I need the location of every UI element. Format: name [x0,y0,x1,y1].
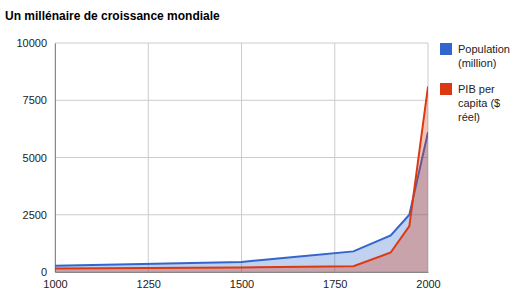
tick-label: 1000 [43,278,67,290]
tick-label: 10000 [16,37,47,49]
axis-line [56,272,429,273]
area [55,132,428,272]
tick: 1750 [323,272,347,290]
y-axis: 0 2500 5000 7500 10000 [16,37,55,278]
legend-label: Population(million) [458,43,510,69]
grid [55,43,428,272]
tick-label: 7500 [23,94,47,106]
tick-label: 5000 [23,152,47,164]
title: Un millénaire de croissance mondiale [5,9,220,23]
tick: 10000 [16,37,55,49]
grid-line [148,43,149,272]
grid-line [55,43,56,272]
plot: 1000 1250 1500 1750 2000 0 2500 5000 7500 10000 [16,37,440,290]
tick-label: 2500 [23,209,47,221]
tick: 2500 [23,209,55,221]
series-group [55,87,428,272]
chart: Un millénaire de croissance mondiale 1000… [0,0,527,304]
x-axis: 1000 1250 1500 1750 2000 [43,272,440,290]
legend-swatch [440,43,452,55]
tick: 5000 [23,152,55,164]
axis-line [55,44,56,273]
line [55,87,428,269]
grid-line [241,43,242,272]
tick: 2000 [416,272,440,290]
tick-label: 0 [41,266,47,278]
tick: 1500 [230,272,254,290]
line [55,132,428,266]
tick-label: 2000 [416,278,440,290]
legend-label: PIB percapita ($réel) [458,83,500,123]
legend-swatch [440,83,452,95]
grid-line [334,43,335,272]
tick: 0 [41,266,55,278]
tick-label: 1750 [323,278,347,290]
area [55,87,428,272]
tick-label: 1500 [230,278,254,290]
tick-label: 1250 [137,278,161,290]
tick: 7500 [23,94,55,106]
tick: 1250 [137,272,161,290]
legend: Population(million) PIB percapita ($réel) [440,43,510,123]
